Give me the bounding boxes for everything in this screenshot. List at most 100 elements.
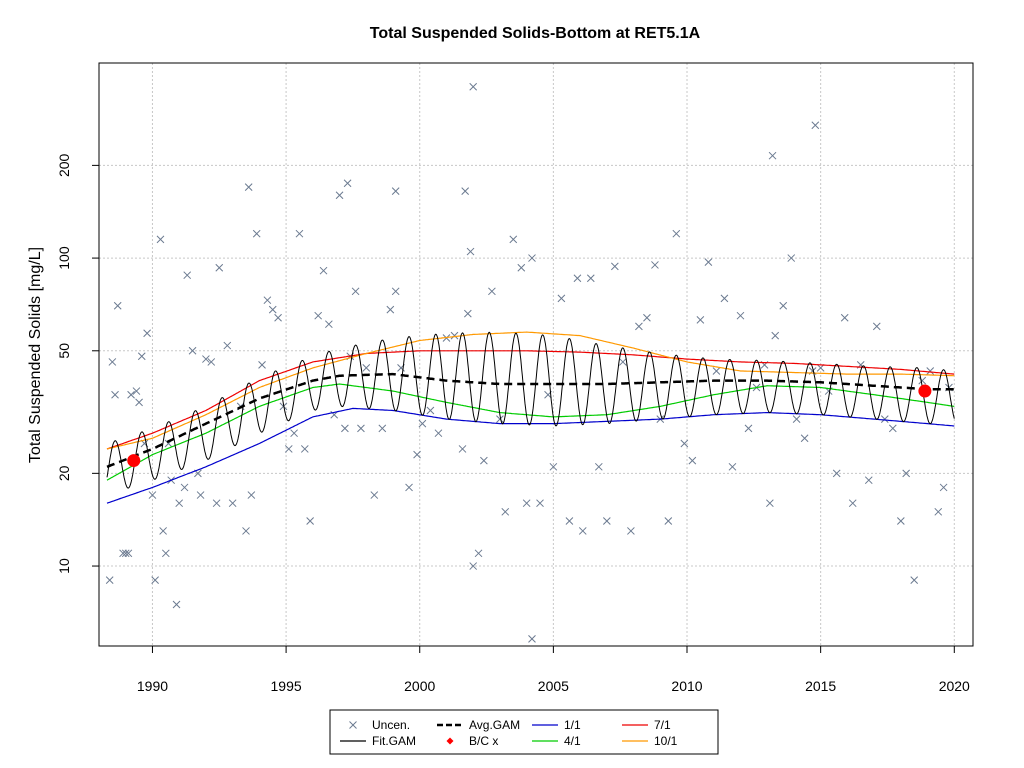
observation-point [434, 429, 443, 438]
observation-point [325, 320, 333, 329]
observation-point [244, 183, 253, 191]
observation-point [132, 387, 141, 395]
observation-point [284, 445, 293, 453]
observation-point [811, 121, 820, 130]
observation-point [573, 274, 582, 283]
observation-point [450, 331, 459, 340]
observation-point [124, 549, 133, 558]
observation-point [779, 301, 788, 310]
legend-label: Avg.GAM [469, 718, 520, 732]
observation-point [159, 527, 168, 535]
legend-label: 1/1 [564, 718, 581, 732]
series-7-1 [106, 350, 955, 450]
series-fit-gam [106, 331, 955, 489]
observation-point [586, 274, 595, 283]
observation-point [736, 311, 745, 320]
observation-point [720, 294, 729, 303]
legend-label: 4/1 [564, 734, 581, 748]
observation-point [787, 254, 796, 262]
observation-point [910, 576, 919, 584]
observation-point [290, 429, 298, 438]
observation-point [469, 562, 478, 570]
observation-point [207, 358, 216, 366]
y-tick-label: 100 [56, 246, 72, 270]
series-4-1 [106, 383, 955, 481]
legend-item: 1/1 [532, 718, 581, 732]
observation-point [370, 491, 379, 499]
observation-point [800, 434, 809, 443]
observation-point [357, 424, 365, 433]
legend-label: 10/1 [654, 734, 678, 748]
bc-point [127, 454, 141, 468]
y-axis-label: Total Suspended Solids [mg/L] [27, 247, 44, 463]
observation-point [108, 358, 117, 366]
observation-point [426, 406, 435, 415]
observation-point [413, 450, 421, 459]
y-tick-label: 50 [56, 343, 72, 359]
observation-point [918, 376, 927, 385]
y-tick-label: 10 [56, 558, 72, 574]
observation-point [405, 483, 413, 492]
observation-point [610, 262, 619, 271]
observation-point [341, 424, 349, 433]
observation-point [635, 322, 643, 331]
legend-item: Avg.GAM [437, 718, 520, 732]
observation-point [151, 576, 159, 584]
observation-point [872, 322, 881, 331]
observation-point [496, 415, 504, 423]
legend-item: B/C x [446, 734, 498, 748]
observation-point [536, 499, 544, 508]
observation-point [880, 415, 889, 423]
observation-point [105, 576, 114, 584]
observation-point [263, 296, 272, 305]
legend-item: 7/1 [622, 718, 671, 732]
observation-point [300, 445, 309, 453]
observation-point [458, 445, 467, 453]
series-10-1 [106, 331, 955, 450]
observation-point [391, 187, 400, 195]
observation-point [744, 424, 753, 433]
y-axis: 10 20 50 100 200 [56, 153, 99, 574]
observation-point [188, 346, 197, 355]
observation-point [528, 635, 536, 643]
observation-point [228, 499, 237, 508]
observation-point [466, 247, 475, 256]
chart-title: Total Suspended Solids-Bottom at RET5.1A [370, 25, 701, 42]
observation-point [469, 82, 478, 91]
observation-point [319, 266, 328, 275]
observation-point [619, 358, 627, 366]
observation-point [378, 424, 387, 433]
observation-point [247, 491, 256, 499]
legend-label: Uncen. [372, 718, 410, 732]
observation-point [148, 491, 157, 499]
observation-point [840, 313, 849, 322]
observation-point [127, 390, 135, 399]
series-avg-gam [106, 372, 955, 468]
observation-point [143, 329, 151, 338]
observation-point [771, 331, 780, 340]
observation-point [121, 549, 130, 558]
bc-point [918, 384, 932, 398]
observation-point [196, 491, 205, 499]
x-tick-label: 2010 [671, 678, 702, 694]
observation-point [242, 527, 250, 535]
observation-point [528, 254, 536, 262]
x-tick-label: 1990 [137, 678, 168, 694]
observation-point [274, 313, 282, 322]
y-tick-label: 200 [56, 153, 72, 177]
observation-point [183, 271, 192, 280]
observation-point [386, 305, 395, 314]
observation-point [488, 287, 496, 296]
observation-point [509, 235, 518, 244]
legend-label: B/C x [469, 734, 498, 748]
observation-point [934, 507, 943, 516]
observation-point [896, 517, 905, 525]
observation-point [501, 507, 510, 516]
observation-point [175, 499, 184, 508]
data-layer [105, 82, 955, 643]
observation-point [696, 316, 705, 324]
x-tick-label: 2005 [538, 678, 569, 694]
observation-point [268, 305, 277, 314]
observation-point [565, 517, 574, 525]
observation-point [180, 483, 189, 492]
